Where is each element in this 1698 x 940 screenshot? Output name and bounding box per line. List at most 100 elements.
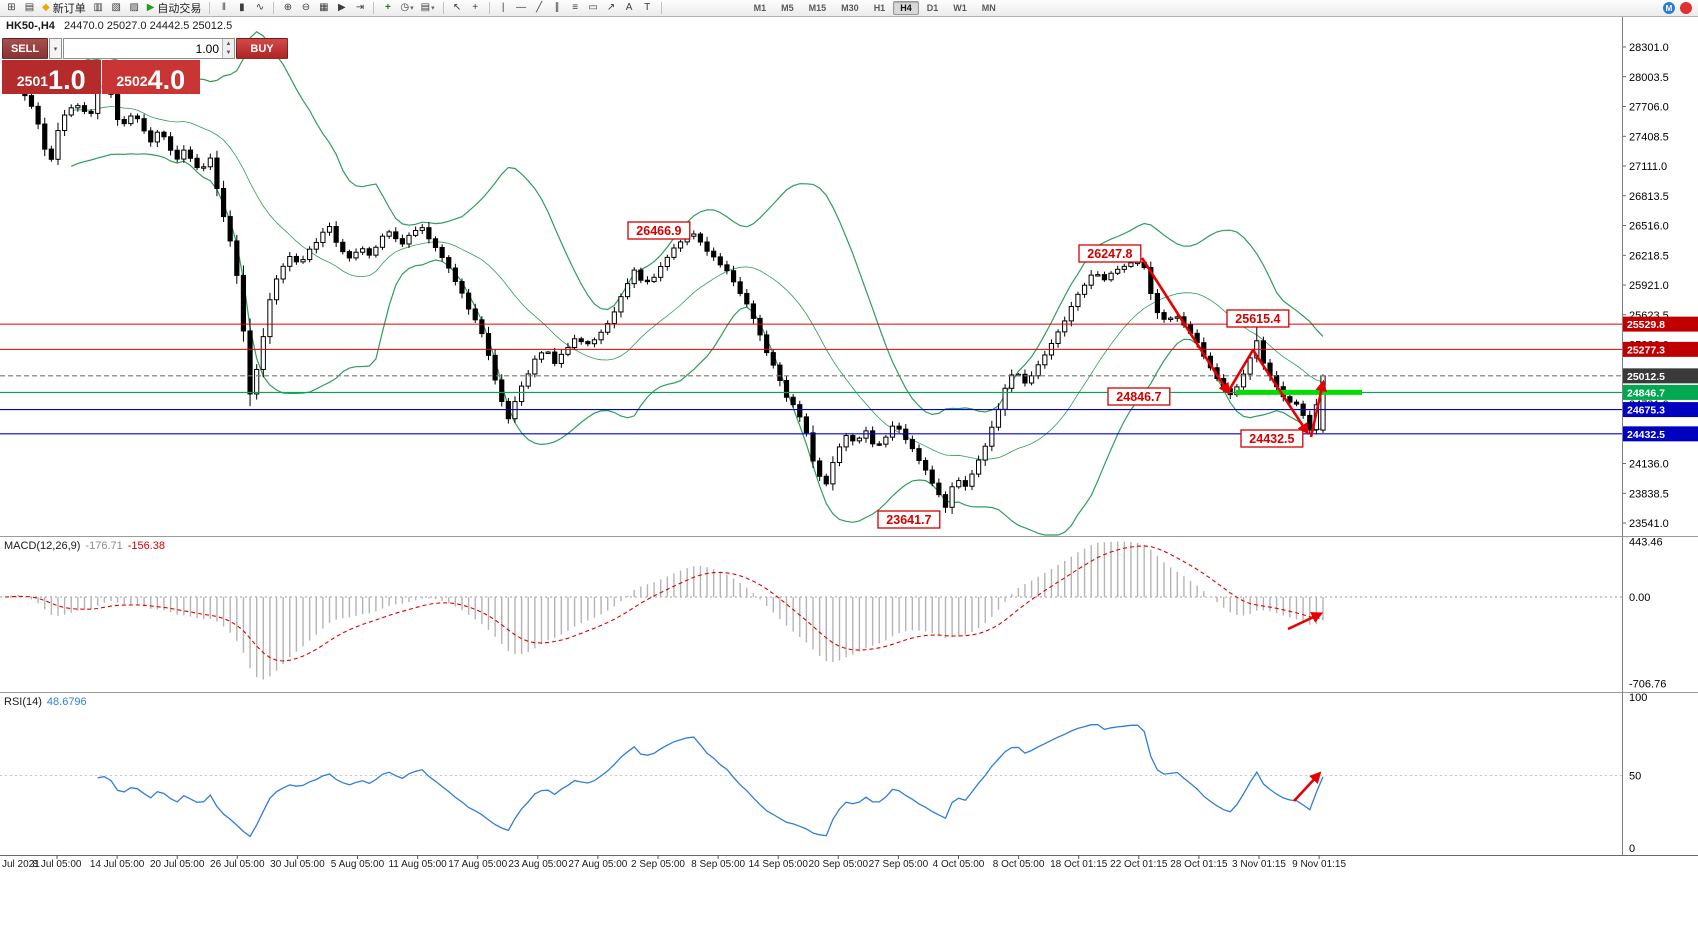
- candles-layer: [2, 65, 1326, 514]
- text-label-icon: T: [644, 2, 651, 13]
- candlestick-chart-button[interactable]: ▮: [233, 1, 250, 16]
- time-axis-label: 2 Sep 05:00: [631, 859, 685, 870]
- price-tag-24675.3: [1622, 402, 1698, 418]
- new-order-button-label: 新订单: [52, 3, 86, 15]
- new-order-button[interactable]: ◆ 新订单: [39, 1, 89, 16]
- callout-text: 26466.9: [636, 224, 681, 238]
- callout-23641.7[interactable]: [877, 510, 941, 529]
- price-axis-label: 26218.5: [1629, 250, 1669, 262]
- chart-shift-icon: ⇥: [355, 2, 365, 13]
- price-tag-label: 24432.5: [1627, 429, 1665, 441]
- market-watch-icon: ▥: [93, 2, 103, 13]
- macd-value-signal: -156.38: [127, 540, 166, 552]
- price-axis-label: 25921.0: [1629, 280, 1669, 292]
- shapes-button[interactable]: ▭: [585, 1, 602, 16]
- buy-price-display[interactable]: 2502 4.0: [101, 60, 200, 94]
- callout-26247.8[interactable]: [1078, 244, 1142, 263]
- trend-arrow[interactable]: [1287, 612, 1324, 631]
- vertical-line-button[interactable]: |: [495, 1, 512, 16]
- timeframe-w1-button[interactable]: W1: [953, 3, 967, 13]
- buy-button[interactable]: BUY: [236, 38, 288, 59]
- auto-trading-button[interactable]: ▶ 自动交易: [144, 1, 205, 16]
- navigator-button[interactable]: ▨: [126, 1, 143, 16]
- trendline-button[interactable]: ╱: [531, 1, 548, 16]
- zoom-in-button[interactable]: ⊕: [279, 1, 296, 16]
- callout-text: 25615.4: [1235, 312, 1280, 326]
- trend-arrow[interactable]: [1309, 379, 1327, 438]
- text-label-button[interactable]: T: [639, 1, 656, 16]
- community-icon[interactable]: M: [1663, 2, 1675, 14]
- toolbar-separator: [488, 2, 490, 14]
- text-icon: A: [625, 2, 633, 13]
- trendline-icon: ╱: [536, 2, 543, 13]
- price-tag-label: 25277.3: [1627, 344, 1665, 356]
- crosshair-button[interactable]: +: [467, 1, 484, 16]
- arrows-tool-button[interactable]: ↗: [603, 1, 620, 16]
- timeframe-h4-button[interactable]: H4: [893, 1, 919, 15]
- record-icon[interactable]: [1680, 2, 1692, 14]
- shapes-icon: ▭: [588, 2, 598, 13]
- callout-26466.9[interactable]: [627, 221, 691, 240]
- new-chart-button[interactable]: ⊞: [3, 1, 20, 16]
- timeframe-h1-button[interactable]: H1: [873, 3, 886, 13]
- time-axis-label: 14 Jul 05:00: [90, 859, 145, 870]
- sell-price-display[interactable]: 2501 1.0: [2, 60, 101, 94]
- trend-arrow[interactable]: [1293, 771, 1322, 802]
- timeframe-m15-button[interactable]: M15: [808, 3, 827, 13]
- macd-name: MACD(12,26,9): [4, 540, 81, 552]
- auto-scroll-button[interactable]: ▶: [333, 1, 350, 16]
- time-axis-label: 26 Jul 05:00: [210, 859, 265, 870]
- rsi-label: RSI(14) 48.6796: [4, 696, 87, 708]
- bar-chart-button[interactable]: ‖: [215, 1, 232, 16]
- zoom-in-icon: ⊕: [283, 2, 293, 13]
- sell-button[interactable]: SELL: [2, 38, 48, 59]
- line-chart-button[interactable]: ∿: [251, 1, 268, 16]
- text-button[interactable]: A: [621, 1, 638, 16]
- macd-label: MACD(12,26,9) -176.71 -156.38: [4, 540, 165, 552]
- auto-trading-icon: ▶: [146, 2, 155, 13]
- auto-scroll-icon: ▶: [338, 2, 346, 13]
- zoom-out-icon: ⊖: [301, 2, 311, 13]
- trend-arrow[interactable]: [1226, 348, 1309, 435]
- timeframe-m30-button[interactable]: M30: [841, 3, 859, 13]
- profiles-icon: ▤: [24, 2, 35, 13]
- tile-windows-button[interactable]: ▦: [315, 1, 332, 16]
- volume-input[interactable]: [64, 39, 222, 58]
- time-axis-label: 17 Aug 05:00: [448, 859, 507, 870]
- new-order-icon: ◆: [42, 2, 50, 13]
- macd-pane: 443.46 0.00 -706.76: [0, 537, 1666, 690]
- volume-decrease-button[interactable]: ▼: [223, 48, 234, 58]
- data-window-button[interactable]: ▧: [108, 1, 125, 16]
- line-chart-icon: ∿: [255, 2, 265, 13]
- periods-button[interactable]: ◷ ▾: [397, 1, 416, 16]
- symbol-name: HK50-,H4: [6, 20, 55, 32]
- callout-24846.7[interactable]: [1107, 387, 1171, 406]
- cursor-button[interactable]: ↖: [449, 1, 466, 16]
- horizontal-line-button[interactable]: ―: [513, 1, 530, 16]
- timeframe-d1-button[interactable]: D1: [926, 3, 939, 13]
- indicators-button[interactable]: +: [379, 1, 396, 16]
- trend-arrow[interactable]: [1140, 257, 1230, 395]
- volume-preset-dropdown[interactable]: ▾: [49, 38, 62, 59]
- chart-shift-button[interactable]: ⇥: [351, 1, 368, 16]
- volume-increase-button[interactable]: ▲: [223, 39, 234, 49]
- volume-spinner: ▲ ▼: [222, 39, 234, 58]
- timeframe-m5-button[interactable]: M5: [781, 3, 794, 13]
- callout-25615.4[interactable]: [1226, 309, 1290, 328]
- templates-button[interactable]: ▤ ▾: [418, 1, 438, 16]
- timeframe-m1-button[interactable]: M1: [753, 3, 767, 13]
- equidistant-channel-button[interactable]: ∥: [549, 1, 566, 16]
- rsi-line: [97, 723, 1324, 838]
- fibonacci-button[interactable]: ≡: [567, 1, 584, 16]
- time-axis-label: 9 Nov 01:15: [1292, 859, 1346, 870]
- time-axis-label: 5 Aug 05:00: [331, 859, 385, 870]
- callout-text: 24432.5: [1249, 432, 1294, 446]
- callout-24432.5[interactable]: [1240, 429, 1304, 448]
- timeframe-mn-button[interactable]: MN: [981, 3, 996, 13]
- profiles-button[interactable]: ▤: [21, 1, 38, 16]
- zoom-out-button[interactable]: ⊖: [297, 1, 314, 16]
- toolbar-separator: [209, 2, 211, 14]
- market-watch-button[interactable]: ▥: [90, 1, 107, 16]
